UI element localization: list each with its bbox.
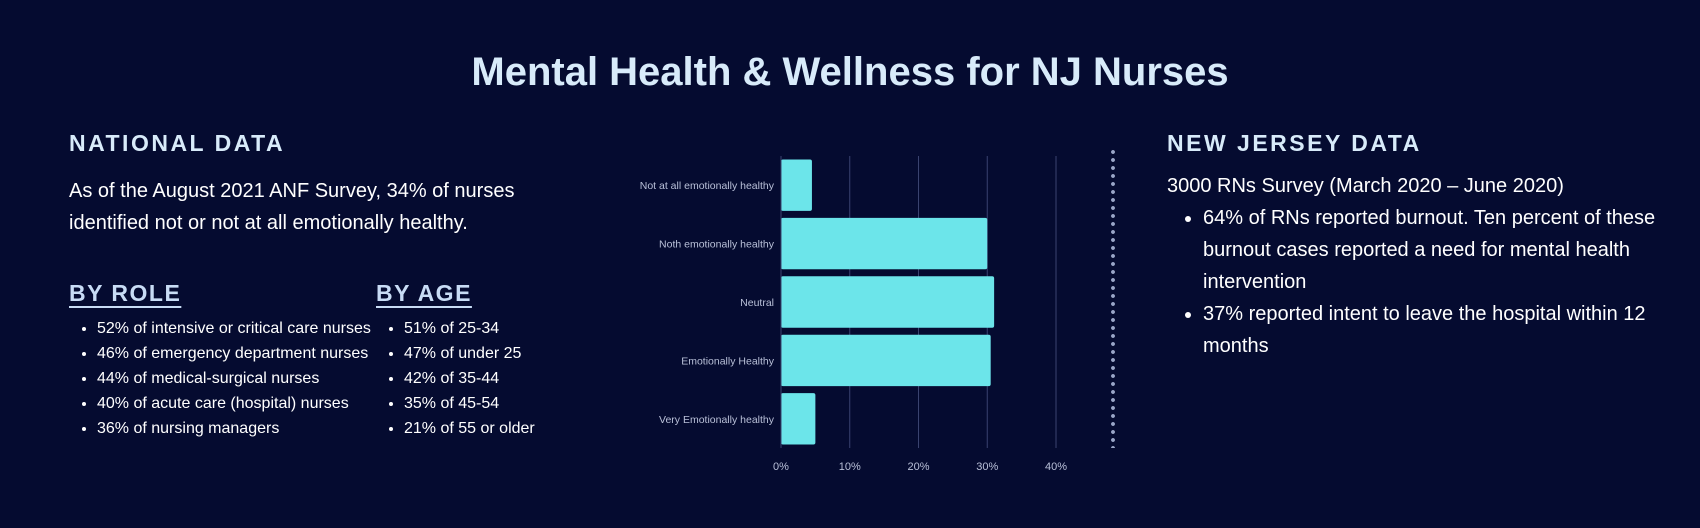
bar (781, 393, 816, 445)
bar (781, 159, 812, 211)
national-data-text: As of the August 2021 ANF Survey, 34% of… (69, 180, 515, 234)
nj-survey-title: 3000 RNs Survey (March 2020 – June 2020) (1167, 175, 1564, 197)
national-data-heading: NATIONAL DATA (69, 130, 286, 156)
dotted-divider (1111, 148, 1115, 448)
by-age-list: 51% of 25-34 47% of under 25 42% of 35-4… (376, 316, 624, 441)
list-item: 51% of 25-34 (404, 316, 624, 341)
by-role-heading: BY ROLE (69, 280, 182, 306)
category-label: Noth emotionally healthy (659, 239, 775, 251)
by-age-heading: BY AGE (376, 280, 472, 306)
category-label: Emotionally Healthy (681, 355, 775, 367)
list-item: 21% of 55 or older (404, 416, 624, 441)
x-tick-label: 10% (839, 461, 861, 473)
page-title: Mental Health & Wellness for NJ Nurses (471, 50, 1229, 94)
category-label: Neutral (740, 297, 774, 309)
bar (781, 334, 991, 387)
x-tick-label: 0% (773, 461, 789, 473)
category-label: Not at all emotionally healthy (640, 180, 775, 192)
list-item: 37% reported intent to leave the hospita… (1203, 298, 1683, 362)
list-item: 42% of 35-44 (404, 366, 624, 391)
bar (781, 217, 988, 270)
new-jersey-data-heading: NEW JERSEY DATA (1167, 130, 1422, 156)
list-item: 46% of emergency department nurses (97, 341, 397, 366)
x-tick-label: 20% (907, 461, 929, 473)
bar (781, 276, 995, 328)
list-item: 44% of medical-surgical nurses (97, 366, 397, 391)
nj-data-list: 64% of RNs reported burnout. Ten percent… (1175, 202, 1683, 362)
list-item: 64% of RNs reported burnout. Ten percent… (1203, 202, 1683, 298)
x-tick-label: 40% (1045, 461, 1067, 473)
emotional-health-bar-chart: 0% 10% 20% 30% 40% Not at all emotionally hea… (640, 156, 1067, 473)
list-item: 35% of 45-54 (404, 391, 624, 416)
list-item: 52% of intensive or critical care nurses (97, 316, 397, 341)
list-item: 36% of nursing managers (97, 416, 397, 441)
x-tick-label: 30% (976, 461, 998, 473)
by-role-list: 52% of intensive or critical care nurses… (69, 316, 397, 441)
list-item: 40% of acute care (hospital) nurses (97, 391, 397, 416)
list-item: 47% of under 25 (404, 341, 624, 366)
category-label: Very Emotionally healthy (659, 414, 775, 426)
